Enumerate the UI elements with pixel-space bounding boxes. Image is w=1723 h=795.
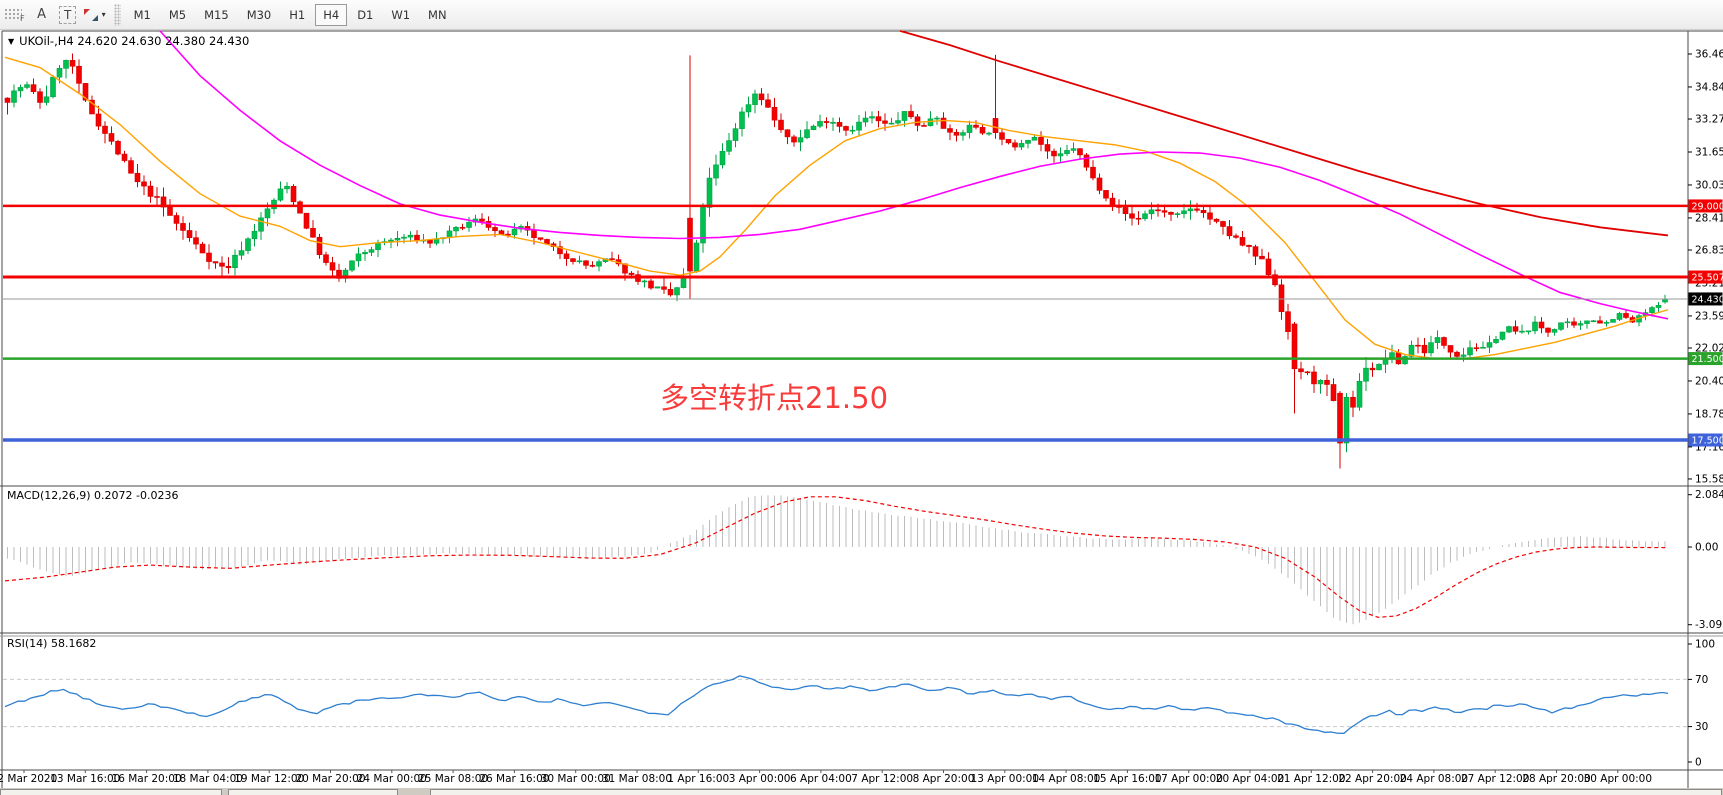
svg-text:25 Mar 08:00: 25 Mar 08:00 [418, 773, 488, 785]
chevron-down-icon: ▼ [8, 37, 15, 46]
svg-text:17.500: 17.500 [1692, 435, 1723, 446]
svg-text:24 Apr 08:00: 24 Apr 08:00 [1400, 773, 1468, 785]
svg-text:31.650: 31.650 [1695, 146, 1723, 158]
svg-text:0.00: 0.00 [1695, 542, 1718, 554]
indicator-grid-button[interactable]: F [3, 3, 28, 27]
svg-text:36.465: 36.465 [1695, 49, 1723, 61]
svg-text:2.084: 2.084 [1695, 489, 1723, 501]
timeframe-button-d1[interactable]: D1 [349, 4, 381, 26]
svg-text:25.507: 25.507 [1692, 273, 1723, 284]
chart-annotation-text[interactable]: 多空转折点21.50 [660, 381, 889, 415]
svg-text:26.835: 26.835 [1695, 244, 1723, 256]
svg-text:12 Mar 2020: 12 Mar 2020 [0, 773, 57, 785]
svg-text:-3.0957: -3.0957 [1695, 619, 1723, 631]
svg-text:22 Apr 20:00: 22 Apr 20:00 [1338, 773, 1406, 785]
text-box-tool-button[interactable]: T [56, 3, 80, 27]
toolbar-separator [113, 3, 121, 26]
svg-text:6 Apr 04:00: 6 Apr 04:00 [790, 773, 852, 785]
svg-text:30 Mar 00:00: 30 Mar 00:00 [541, 773, 611, 785]
svg-text:24 Mar 00:00: 24 Mar 00:00 [357, 773, 427, 785]
chart-canvas[interactable]: 36.465 34.845 33.270 31.650 30.030 28.410 26.8… [0, 30, 1723, 788]
svg-text:15.585: 15.585 [1695, 473, 1723, 485]
svg-text:8 Apr 20:00: 8 Apr 20:00 [913, 773, 975, 785]
svg-text:28 Apr 20:00: 28 Apr 20:00 [1522, 773, 1590, 785]
svg-text:100: 100 [1695, 639, 1715, 651]
svg-text:3 Apr 00:00: 3 Apr 00:00 [729, 773, 791, 785]
svg-text:7 Apr 12:00: 7 Apr 12:00 [851, 773, 913, 785]
svg-text:14 Apr 08:00: 14 Apr 08:00 [1032, 773, 1100, 785]
timeframe-toolbar: M1 M5 M15 M30 H1 H4 D1 W1 MN [125, 3, 456, 26]
rsi-indicator-label: RSI(14) 58.1682 [7, 637, 97, 650]
svg-text:20 Apr 04:00: 20 Apr 04:00 [1216, 773, 1284, 785]
svg-text:30.030: 30.030 [1695, 179, 1723, 191]
svg-text:16 Mar 20:00: 16 Mar 20:00 [112, 773, 182, 785]
grid-icon-letter: F [20, 14, 25, 23]
timeframe-button-h4[interactable]: H4 [315, 3, 348, 26]
chart-tab[interactable] [430, 789, 1722, 795]
text-label-tool-button[interactable]: A [30, 3, 54, 27]
bottom-tab-strip [0, 788, 1723, 795]
svg-text:23.595: 23.595 [1695, 310, 1723, 322]
svg-text:34.845: 34.845 [1695, 81, 1723, 93]
text-box-icon: T [58, 5, 77, 24]
svg-text:13 Mar 16:00: 13 Mar 16:00 [50, 773, 120, 785]
svg-text:28.410: 28.410 [1695, 212, 1723, 224]
macd-indicator-label: MACD(12,26,9) 0.2072 -0.0236 [7, 489, 179, 502]
timeframe-button-m30[interactable]: M30 [239, 4, 280, 26]
timeframe-button-m5[interactable]: M5 [161, 4, 194, 26]
svg-text:17 Apr 00:00: 17 Apr 00:00 [1154, 773, 1222, 785]
symbol-ohlc-text: UKOil-,H4 24.620 24.630 24.380 24.430 [19, 34, 250, 48]
svg-text:20.400: 20.400 [1695, 375, 1723, 387]
main-toolbar: F A T ▾ M1 M5 M15 M30 H1 H4 D1 W1 MN [0, 0, 1723, 30]
svg-text:70: 70 [1695, 674, 1708, 686]
svg-text:27 Apr 12:00: 27 Apr 12:00 [1461, 773, 1529, 785]
timeframe-button-m1[interactable]: M1 [126, 4, 159, 26]
svg-text:0: 0 [1695, 757, 1702, 769]
text-label-icon: A [37, 7, 47, 22]
chevron-down-icon: ▾ [101, 10, 106, 19]
timeframe-button-h1[interactable]: H1 [281, 4, 313, 26]
svg-text:21.500: 21.500 [1692, 354, 1723, 365]
svg-text:18 Mar 04:00: 18 Mar 04:00 [173, 773, 243, 785]
svg-text:19 Mar 12:00: 19 Mar 12:00 [234, 773, 304, 785]
svg-text:13 Apr 00:00: 13 Apr 00:00 [971, 773, 1039, 785]
svg-text:30 Apr 00:00: 30 Apr 00:00 [1584, 773, 1652, 785]
svg-text:22.020: 22.020 [1695, 342, 1723, 354]
svg-text:26 Mar 16:00: 26 Mar 16:00 [479, 773, 549, 785]
svg-text:18.780: 18.780 [1695, 408, 1723, 420]
svg-text:15 Apr 16:00: 15 Apr 16:00 [1093, 773, 1161, 785]
chart-window: 36.465 34.845 33.270 31.650 30.030 28.410 26.8… [0, 30, 1723, 788]
arrows-icon [83, 8, 99, 22]
svg-text:21 Apr 12:00: 21 Apr 12:00 [1277, 773, 1345, 785]
grid-icon [4, 8, 22, 21]
svg-text:33.270: 33.270 [1695, 114, 1723, 126]
timeframe-button-m15[interactable]: M15 [196, 4, 237, 26]
svg-text:20 Mar 20:00: 20 Mar 20:00 [295, 773, 365, 785]
chart-title: ▼ UKOil-,H4 24.620 24.630 24.380 24.430 [8, 34, 249, 48]
svg-text:24.430: 24.430 [1692, 294, 1723, 305]
timeframe-button-w1[interactable]: W1 [383, 4, 418, 26]
arrows-tool-button[interactable]: ▾ [82, 3, 107, 27]
svg-text:31 Mar 08:00: 31 Mar 08:00 [602, 773, 672, 785]
svg-text:1 Apr 16:00: 1 Apr 16:00 [667, 773, 729, 785]
svg-text:29.000: 29.000 [1692, 201, 1723, 212]
chart-tab[interactable] [228, 789, 398, 795]
timeframe-button-mn[interactable]: MN [420, 4, 455, 26]
chart-tab[interactable] [0, 789, 222, 795]
svg-text:30: 30 [1695, 721, 1708, 733]
